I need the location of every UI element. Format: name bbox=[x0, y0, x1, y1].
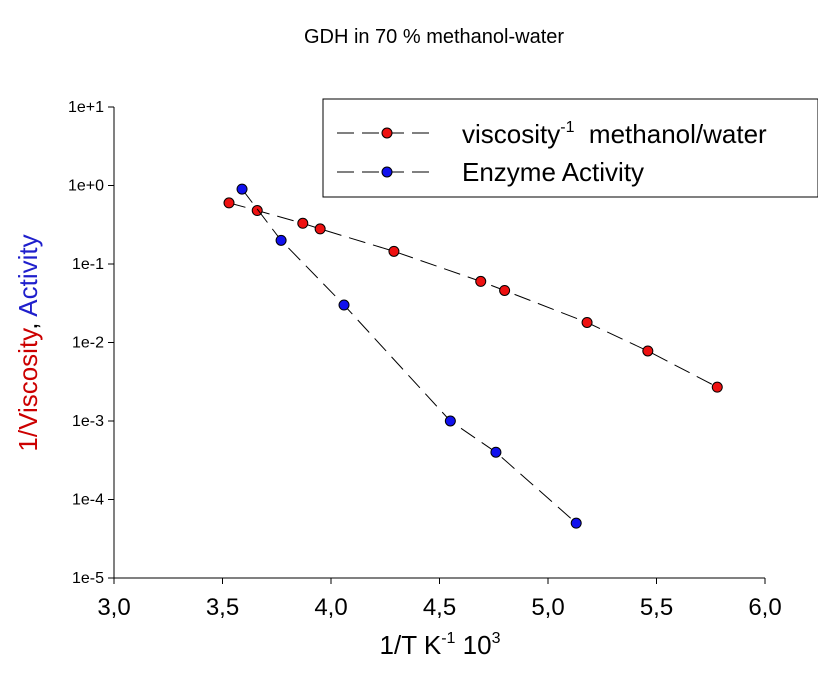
x-tick-label: 6,0 bbox=[748, 594, 781, 621]
y-axis-label-part1: 1/Viscosity bbox=[13, 328, 43, 452]
x-tick-label: 4,0 bbox=[314, 594, 347, 621]
legend-label-activity: Enzyme Activity bbox=[462, 157, 644, 187]
x-axis-label-mid: 10 bbox=[455, 630, 491, 660]
x-axis-label-exp1: -1 bbox=[441, 630, 455, 647]
y-tick-label: 1e-3 bbox=[72, 413, 104, 430]
y-axis-label-part2: Activity bbox=[13, 234, 43, 316]
legend: viscosity-1 methanol/water Enzyme Activi… bbox=[322, 98, 818, 198]
data-point-viscosity bbox=[314, 223, 326, 235]
legend-label-viscosity-rest: methanol/water bbox=[574, 119, 767, 149]
y-tick-label: 1e+1 bbox=[68, 99, 104, 116]
x-axis-label: 1/T K-1 103 bbox=[380, 630, 501, 660]
x-tick-label: 5,0 bbox=[531, 594, 564, 621]
plot-area: 1e-5 1e-4 1e-3 1e-2 1e-1 1e+0 1e+1 3,0 3,5 4,0 4,… bbox=[68, 99, 782, 621]
legend-box bbox=[322, 98, 818, 198]
y-tick-label: 1e-1 bbox=[72, 256, 104, 273]
data-point-viscosity bbox=[642, 345, 654, 357]
data-point-viscosity bbox=[388, 245, 400, 257]
data-point-activity bbox=[236, 183, 248, 195]
data-point-viscosity bbox=[223, 197, 235, 209]
data-point-viscosity bbox=[297, 217, 309, 229]
x-tick-label: 3,0 bbox=[97, 594, 130, 621]
data-point-activity bbox=[444, 415, 456, 427]
x-axis-label-exp2: 3 bbox=[492, 630, 501, 647]
series-layer bbox=[223, 183, 723, 529]
legend-label-viscosity-sup: -1 bbox=[560, 119, 574, 136]
legend-marker-activity bbox=[381, 166, 393, 178]
data-point-activity bbox=[275, 234, 287, 246]
data-point-activity bbox=[490, 446, 502, 458]
x-ticks: 3,0 3,5 4,0 4,5 5,0 5,5 6,0 bbox=[97, 578, 782, 621]
data-point-viscosity bbox=[581, 316, 593, 328]
data-point-viscosity bbox=[475, 275, 487, 287]
y-axis-label: 1/Viscosity, Activity bbox=[13, 234, 43, 451]
series-line-activity bbox=[241, 188, 577, 524]
x-axis-label-base: 1/T K bbox=[380, 630, 442, 660]
data-point-activity bbox=[338, 299, 350, 311]
legend-label-viscosity-name: viscosity bbox=[462, 119, 560, 149]
y-tick-label: 1e-4 bbox=[72, 492, 104, 509]
x-tick-label: 4,5 bbox=[423, 594, 456, 621]
chart-title: GDH in 70 % methanol-water bbox=[304, 26, 564, 48]
y-tick-label: 1e-5 bbox=[72, 570, 104, 587]
y-ticks: 1e-5 1e-4 1e-3 1e-2 1e-1 1e+0 1e+1 bbox=[68, 99, 114, 587]
legend-marker-viscosity bbox=[381, 127, 393, 139]
data-point-viscosity bbox=[499, 284, 511, 296]
x-tick-label: 5,5 bbox=[640, 594, 673, 621]
x-tick-label: 3,5 bbox=[206, 594, 239, 621]
data-point-activity bbox=[570, 517, 582, 529]
y-axis-label-separator: , bbox=[13, 317, 43, 330]
y-tick-label: 1e+0 bbox=[68, 178, 104, 195]
y-tick-label: 1e-2 bbox=[72, 335, 104, 352]
legend-label-viscosity: viscosity-1 methanol/water bbox=[462, 119, 767, 149]
series-line-viscosity bbox=[228, 202, 718, 388]
data-point-viscosity bbox=[711, 381, 723, 393]
